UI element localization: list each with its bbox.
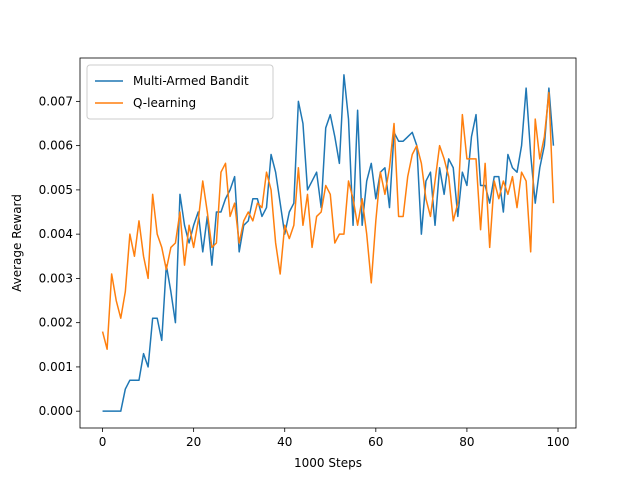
data-line bbox=[102, 74, 555, 412]
y-tick-label: 0.004 bbox=[39, 227, 73, 241]
x-tick-label: 80 bbox=[459, 435, 474, 449]
x-axis-label: 1000 Steps bbox=[294, 456, 362, 470]
y-tick-label: 0.007 bbox=[39, 94, 73, 108]
x-tick-label: 100 bbox=[547, 435, 570, 449]
legend-label: Q-learning bbox=[133, 96, 196, 110]
y-tick-label: 0.006 bbox=[39, 139, 73, 153]
y-tick-label: 0.005 bbox=[39, 183, 73, 197]
x-tick-label: 0 bbox=[99, 435, 107, 449]
legend-label: Multi-Armed Bandit bbox=[133, 74, 249, 88]
y-tick-label: 0.001 bbox=[39, 360, 73, 374]
y-tick-label: 0.000 bbox=[39, 404, 73, 418]
legend-box bbox=[86, 64, 274, 120]
y-tick-label: 0.003 bbox=[39, 271, 73, 285]
y-axis-label: Average Reward bbox=[10, 194, 24, 292]
plot-frame bbox=[79, 57, 577, 429]
y-tick-label: 0.002 bbox=[39, 316, 73, 330]
x-tick-label: 60 bbox=[368, 435, 383, 449]
data-line bbox=[101, 91, 555, 350]
x-tick-label: 40 bbox=[277, 435, 292, 449]
x-tick-label: 20 bbox=[186, 435, 201, 449]
